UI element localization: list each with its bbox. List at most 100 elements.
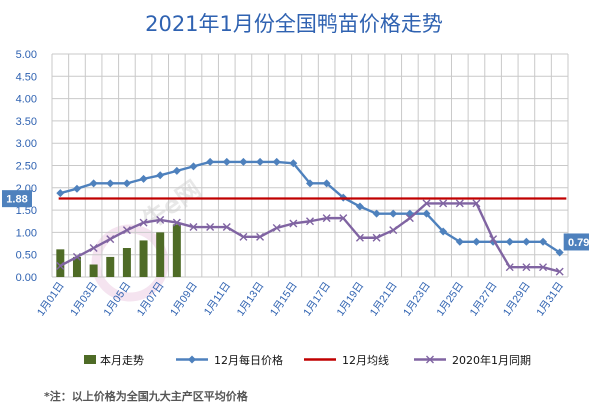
x-tick-label: 1月23日 [401,280,433,318]
point-marker [206,223,215,232]
chart-title: 2021年1月份全国鸭苗价格走势 [145,12,443,36]
point-marker [322,214,331,223]
point-marker [139,218,148,227]
y-tick-label: 1.00 [16,227,37,239]
legend-swatch [84,355,96,364]
point-marker [156,171,165,180]
point-marker [222,223,231,232]
line-series [56,157,567,276]
y-tick-label: 2.50 [16,161,37,173]
point-marker [172,166,181,175]
legend-label: 2020年1月同期 [452,353,531,367]
point-marker [372,209,381,218]
point-marker [522,237,531,246]
data-label-box [563,233,589,251]
bar [89,264,98,277]
point-marker [355,233,364,242]
y-tick-label: 4.00 [16,94,37,106]
point-marker [389,226,398,235]
point-marker [455,237,464,246]
point-marker [122,226,131,235]
x-tick-label: 1月09日 [168,280,200,318]
point-marker [439,199,448,208]
x-tick-label: 1月01日 [35,280,67,318]
point-marker [256,232,265,241]
data-labels: 1.88 0.79 [2,190,589,251]
point-marker [89,244,98,253]
point-marker [372,233,381,242]
point-marker [472,199,481,208]
x-axis-ticks: 1月01日 1月03日 1月05日 1月07日 1月09日 1月11日 1月13日 1月15日… [35,280,566,318]
point-marker [505,263,514,272]
data-label: 0.79 [568,237,589,249]
point-marker [189,162,198,171]
point-marker [239,232,248,241]
bar [122,248,131,277]
y-axis-ticks: 5.004.504.003.503.002.502.001.501.000.50… [16,49,37,284]
point-marker [355,202,364,211]
point-marker [56,189,65,198]
point-marker [405,214,414,223]
bar [106,256,115,277]
x-tick-label: 1月19日 [334,280,366,318]
point-marker [222,157,231,166]
point-marker [139,174,148,183]
point-marker [555,267,564,276]
bar [139,240,148,277]
point-marker [306,217,314,226]
point-marker [522,263,531,272]
point-marker [472,237,481,246]
data-label-box [2,190,32,208]
point-marker [539,237,548,246]
point-marker [189,223,198,232]
bar [56,249,65,277]
point-marker [256,157,265,166]
x-tick-label: 1月25日 [434,280,466,318]
point-marker [106,179,115,188]
point-marker [172,218,181,227]
x-tick-label: 1月29日 [501,280,533,318]
point-marker [455,199,464,208]
bar [72,256,81,277]
y-tick-label: 5.00 [16,49,37,61]
y-tick-label: 3.00 [16,138,37,150]
point-marker [306,179,314,188]
x-tick-label: 1月13日 [235,280,267,318]
bar [172,224,181,277]
point-marker [555,248,564,257]
bar [156,232,165,277]
point-marker [72,252,81,261]
point-marker [156,215,165,224]
x-tick-label: 1月27日 [468,280,500,318]
point-marker [322,179,331,188]
point-marker [272,223,281,232]
point-marker [289,159,298,168]
point-marker [422,209,431,218]
legend-label: 本月走势 [100,353,144,367]
point-marker [389,209,398,218]
gridlines [51,53,569,278]
data-label: 1.88 [6,194,27,206]
point-marker [89,179,98,188]
point-marker [489,235,498,244]
point-marker [339,214,348,223]
legend-marker [188,355,196,364]
point-marker [289,219,298,228]
y-tick-label: 3.50 [16,116,37,128]
legend: 本月走势 12月每日价格 12月均线 2020年1月同期 [84,353,531,367]
point-marker [56,261,65,270]
point-marker [72,184,81,193]
x-tick-label: 1月11日 [202,280,233,318]
y-tick-label: 0.50 [16,250,37,262]
point-marker [422,199,431,208]
point-marker [439,227,448,236]
bar-series [56,224,181,277]
point-marker [272,157,281,166]
point-marker [106,235,115,244]
x-tick-label: 1月17日 [301,280,333,318]
legend-marker [426,355,434,364]
point-marker [239,157,248,166]
footnote: *注：以上价格为全国九大主产区平均价格 [44,389,249,403]
legend-label: 12月均线 [342,353,389,367]
